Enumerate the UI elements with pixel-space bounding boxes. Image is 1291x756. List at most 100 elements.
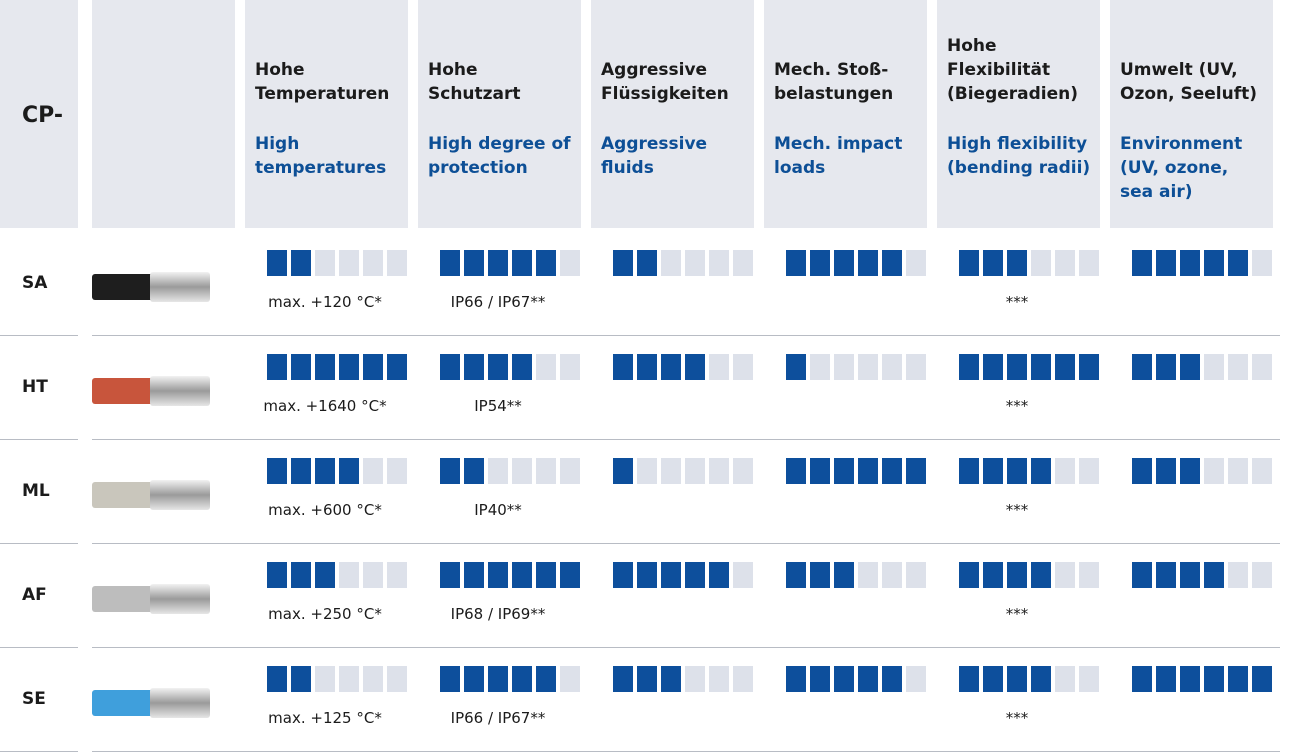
rating-square [1180, 562, 1200, 588]
header-german: Mech. Stoß-belastungen [774, 60, 894, 104]
rating-square [882, 250, 902, 276]
rating-square [685, 250, 705, 276]
rating [1132, 354, 1276, 380]
rating-square [1132, 562, 1152, 588]
rating [959, 250, 1103, 276]
rating-square [637, 562, 657, 588]
rating-square [882, 666, 902, 692]
rating-square [1031, 562, 1051, 588]
header-german: Hohe Flexibilität (Biegeradien) [947, 36, 1079, 104]
rating-square [1180, 666, 1200, 692]
rating-square [709, 666, 729, 692]
rating-square [613, 562, 633, 588]
rating-square [1156, 354, 1176, 380]
fitting [150, 272, 210, 302]
rating-square [315, 354, 335, 380]
rating [267, 666, 411, 692]
rating-square [1007, 458, 1027, 484]
rating-square [536, 562, 556, 588]
rating [613, 458, 757, 484]
hose [92, 274, 154, 300]
rating-square [339, 666, 359, 692]
rating-square [1079, 250, 1099, 276]
rating-square [291, 250, 311, 276]
rating-square [733, 562, 753, 588]
hose [92, 482, 154, 508]
rating-square [339, 354, 359, 380]
rating-square [560, 562, 580, 588]
note: max. +120 °C* [268, 293, 382, 311]
rating-square [834, 458, 854, 484]
rating-square [560, 250, 580, 276]
rating-square [1007, 250, 1027, 276]
rating-square [858, 354, 878, 380]
rating-square [1031, 458, 1051, 484]
rating-square [1031, 666, 1051, 692]
rating [613, 354, 757, 380]
rating-square [810, 458, 830, 484]
note: *** [1005, 293, 1029, 311]
rating-square [536, 666, 556, 692]
rating-square [1204, 562, 1224, 588]
note: IP40** [474, 501, 522, 519]
header-cell: Umwelt (UV, Ozon, Seeluft) Environment (U… [1110, 0, 1273, 228]
rating-square [1156, 666, 1176, 692]
row-code: AF [22, 585, 47, 605]
rating-square [613, 666, 633, 692]
rating-square [661, 458, 681, 484]
note: max. +1640 °C* [263, 397, 387, 415]
note: *** [1005, 709, 1029, 727]
rating-square [363, 666, 383, 692]
rating [1132, 562, 1276, 588]
rating-square [267, 250, 287, 276]
rating-square [1079, 562, 1099, 588]
rating-square [1079, 666, 1099, 692]
rating-square [613, 458, 633, 484]
fitting [150, 584, 210, 614]
rating-square [1055, 666, 1075, 692]
rating-square [1252, 354, 1272, 380]
rating-square [786, 250, 806, 276]
rating-square [512, 666, 532, 692]
rating-square [786, 562, 806, 588]
rating-square [959, 666, 979, 692]
rating-square [1180, 250, 1200, 276]
header-cell: Mech. Stoß-belastungen Mech. impact loads [764, 0, 927, 228]
rating-square [959, 250, 979, 276]
rating-square [786, 666, 806, 692]
rating-square [613, 354, 633, 380]
rating [959, 562, 1103, 588]
rating-square [1132, 458, 1152, 484]
note: *** [1005, 605, 1029, 623]
note: max. +125 °C* [268, 709, 382, 727]
rating-square [637, 458, 657, 484]
row-line [0, 335, 78, 336]
row-code: SE [22, 689, 46, 709]
rating-square [1031, 250, 1051, 276]
rating [267, 354, 411, 380]
rating-square [339, 458, 359, 484]
rating-square [1055, 458, 1075, 484]
rating-square [440, 666, 460, 692]
rating [613, 562, 757, 588]
rating-square [685, 354, 705, 380]
fitting [150, 376, 210, 406]
rating-square [1228, 458, 1248, 484]
rating [1132, 666, 1276, 692]
rating-square [1204, 354, 1224, 380]
row-line [92, 751, 1280, 752]
rating [440, 666, 584, 692]
rating-square [560, 458, 580, 484]
rating-square [906, 666, 926, 692]
rating-square [488, 666, 508, 692]
rating-square [339, 250, 359, 276]
rating-square [1007, 562, 1027, 588]
header-english: High degree of protection [428, 134, 571, 178]
rating-square [1156, 458, 1176, 484]
rating-square [1204, 250, 1224, 276]
rating-square [1228, 250, 1248, 276]
header-german: Umwelt (UV, Ozon, Seeluft) [1120, 60, 1258, 104]
rating-square [906, 354, 926, 380]
rating-square [1204, 458, 1224, 484]
